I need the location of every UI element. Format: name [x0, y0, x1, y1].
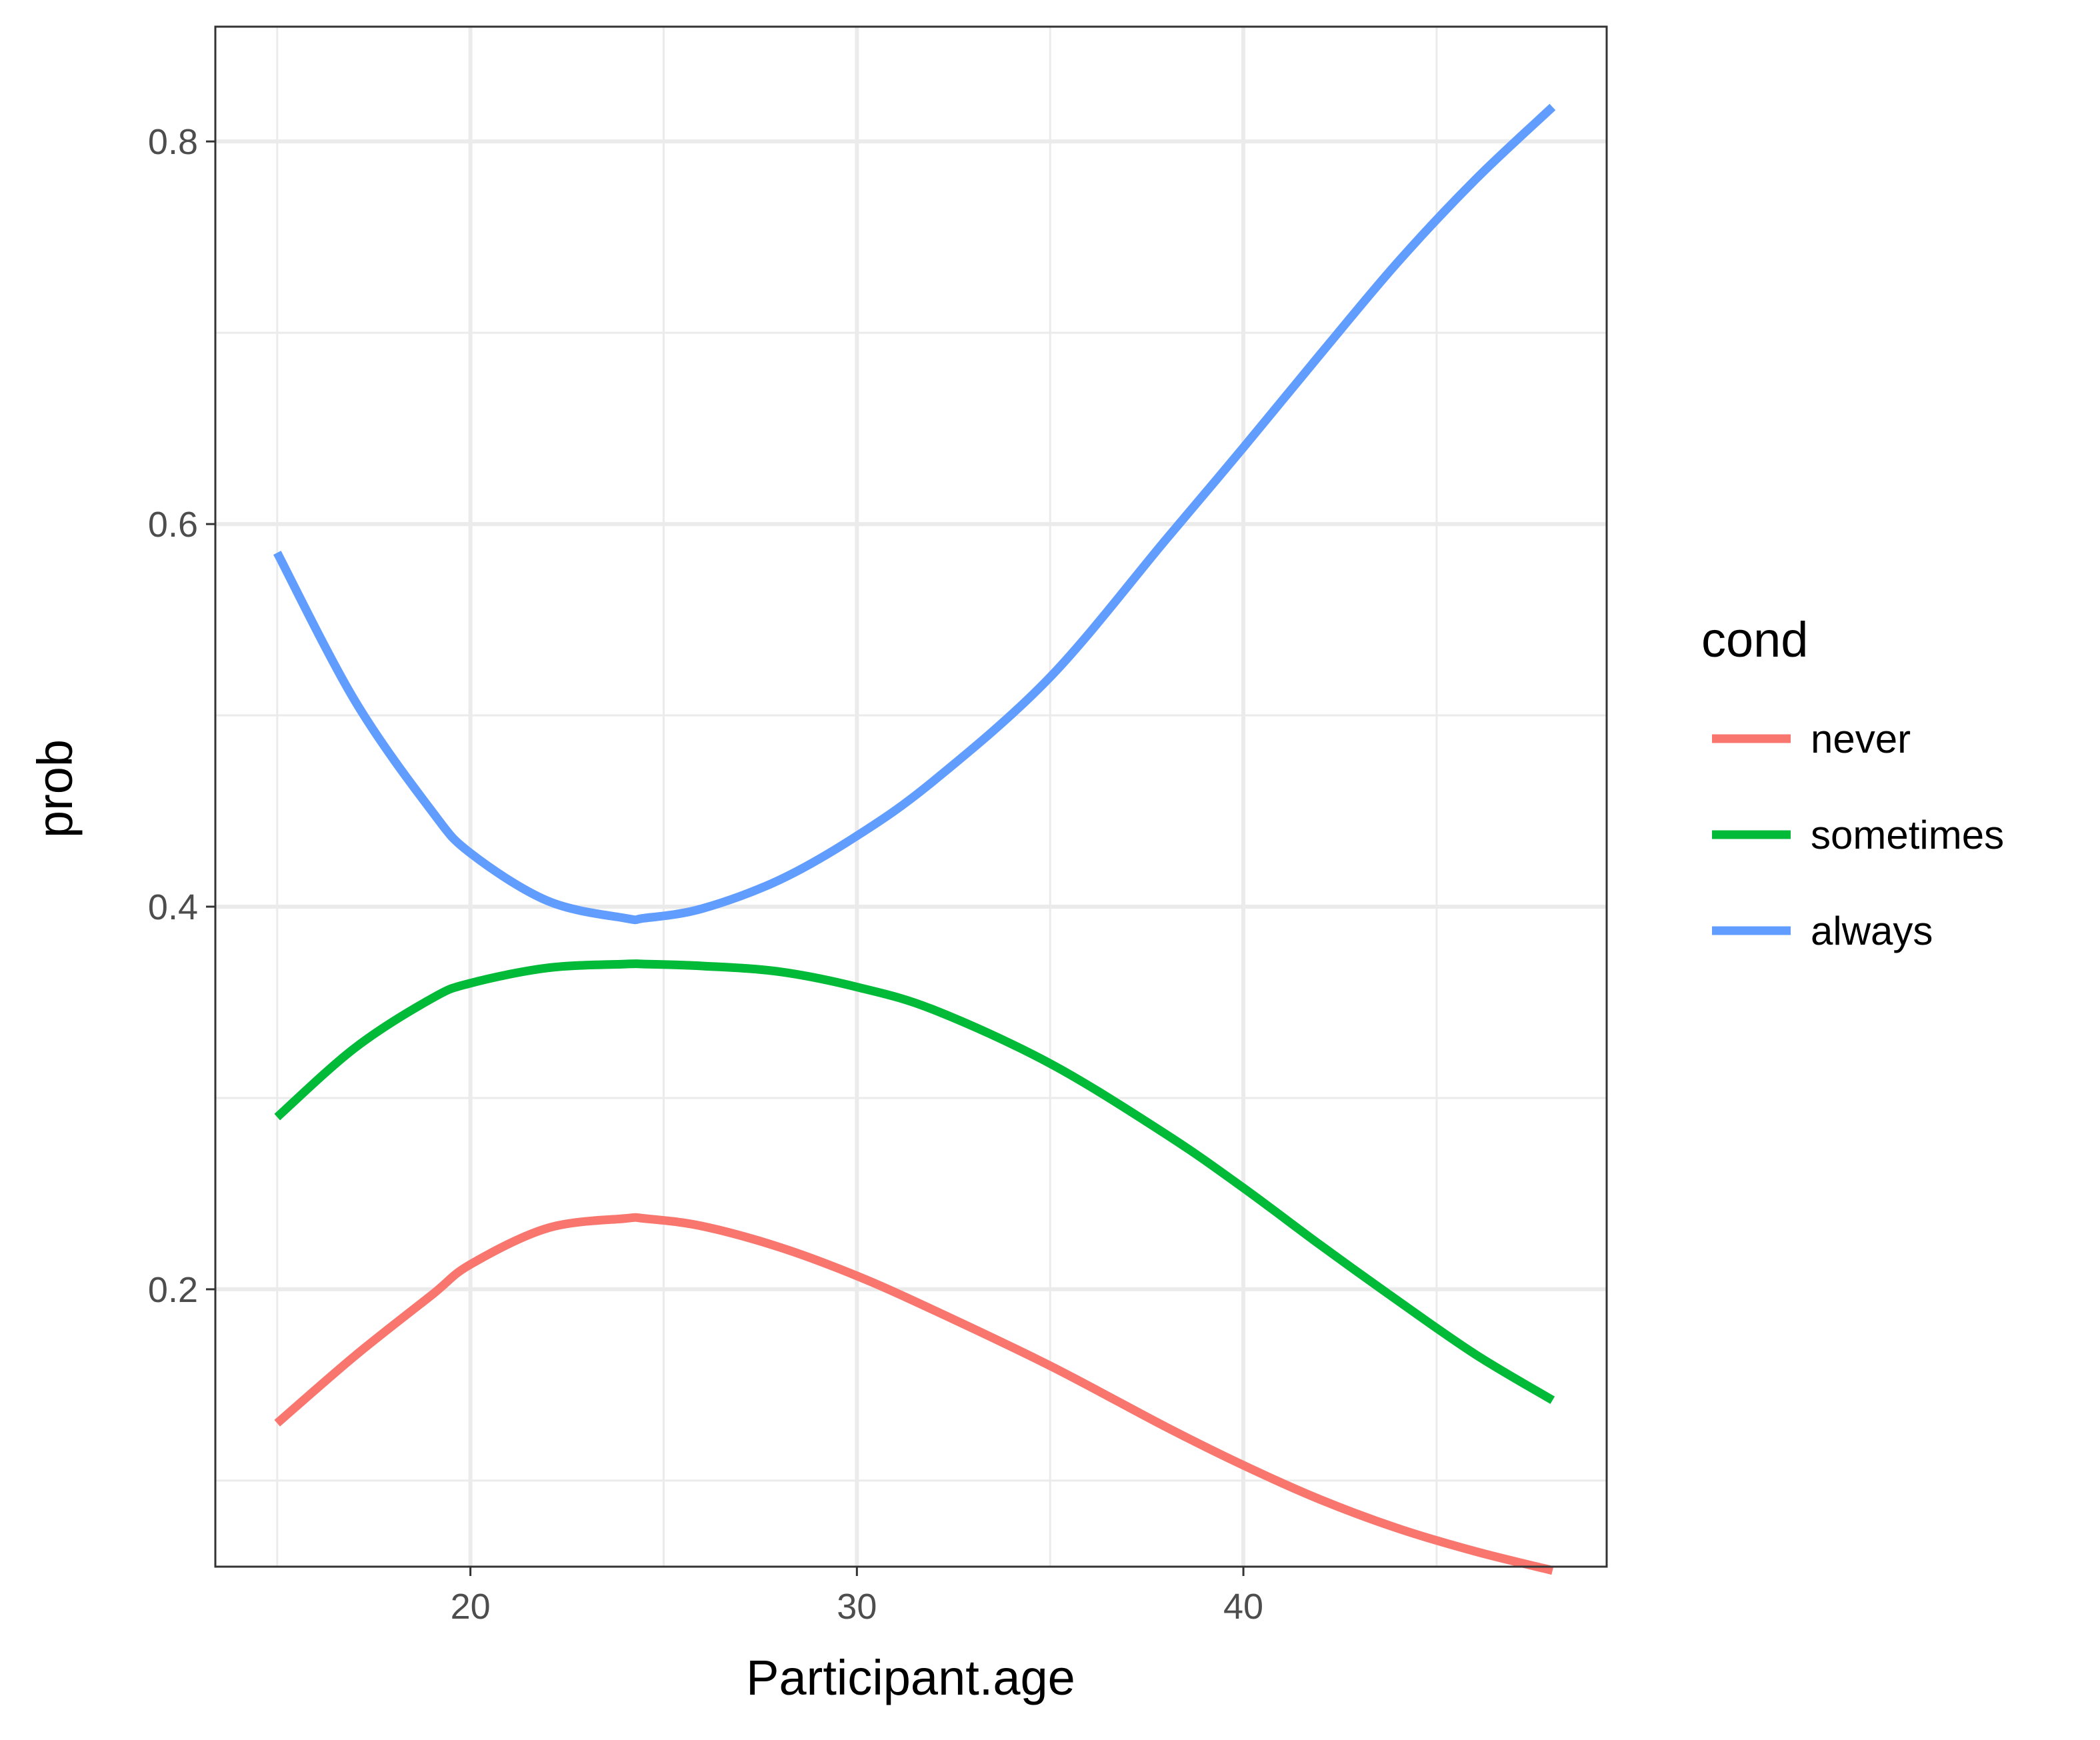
y-tick-label: 0.2: [148, 1270, 198, 1310]
y-tick-label: 0.4: [148, 887, 198, 927]
x-axis-title: Participant.age: [746, 1650, 1075, 1705]
legend-label-always: always: [1811, 909, 1933, 953]
x-tick-label: 30: [837, 1587, 877, 1627]
minor-gridlines: [215, 27, 1607, 1567]
x-tick-label: 40: [1223, 1587, 1263, 1627]
plot-panel-border: [214, 25, 1608, 1568]
series-lines: [273, 103, 1556, 1575]
legend-label-never: never: [1811, 717, 1911, 761]
major-gridlines: [215, 27, 1607, 1567]
series-line-never: [274, 1213, 1554, 1575]
series-line-always: [273, 103, 1556, 925]
axis-tick-labels: 20 30 40 0.2 0.4 0.6 0.8: [148, 122, 1263, 1627]
axis-ticks: [206, 140, 1245, 1576]
x-tick-label: 20: [451, 1587, 491, 1627]
series-line-sometimes: [274, 959, 1555, 1404]
y-tick-label: 0.6: [148, 505, 198, 545]
y-axis-title: prob: [27, 739, 83, 838]
y-tick-label: 0.8: [148, 122, 198, 162]
legend-label-sometimes: sometimes: [1811, 813, 2004, 857]
legend: cond never sometimes always: [1701, 612, 2004, 953]
legend-title: cond: [1701, 612, 1808, 667]
